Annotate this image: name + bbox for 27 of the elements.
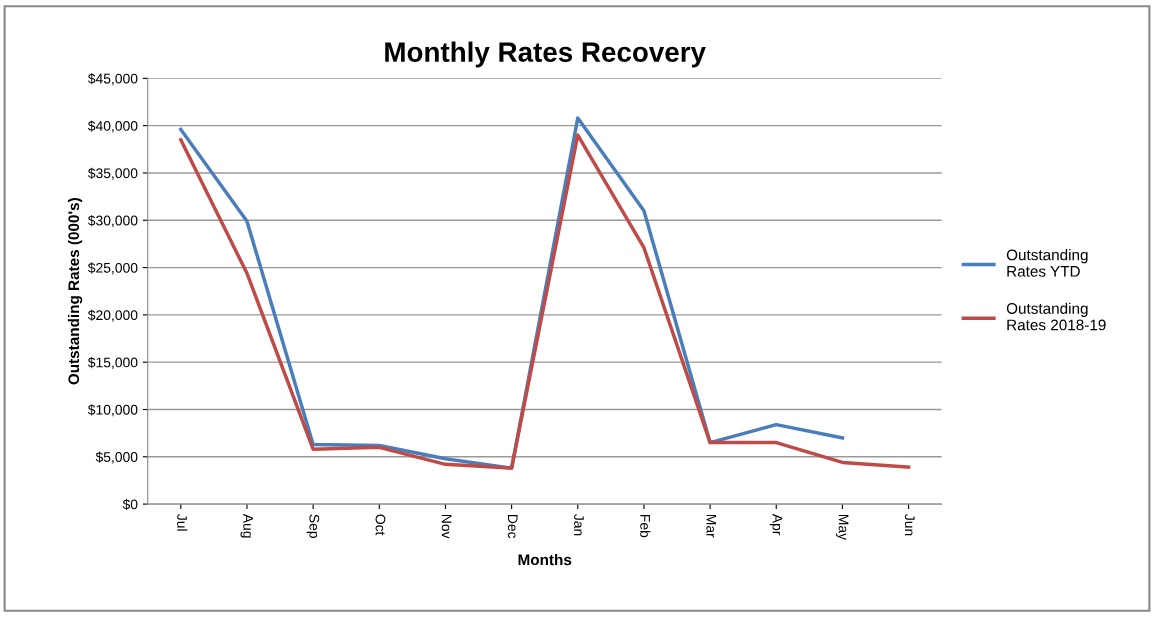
x-tick-label: Nov — [441, 514, 452, 539]
x-tick-label: Jun — [904, 514, 915, 536]
x-tick-label: Feb — [640, 514, 651, 538]
y-tick-label: $30,000 — [87, 215, 138, 228]
y-tick-label: $5,000 — [95, 451, 138, 464]
y-tick-label: $40,000 — [87, 120, 138, 133]
x-tick-label: Apr — [769, 513, 783, 536]
y-tick-label: $25,000 — [87, 262, 138, 275]
y-tick-label: $10,000 — [87, 404, 138, 417]
x-tick-label: Jan — [574, 514, 584, 536]
chart-title: Monthly Rates Recovery — [385, 41, 706, 68]
x-tick-label: Aug — [240, 513, 253, 538]
x-tick-label: Mar — [706, 514, 717, 538]
legend-label: Outstanding Rates 2018-19 — [1006, 302, 1106, 331]
y-tick-label: $45,000 — [87, 73, 138, 86]
x-tick-label: Oct — [375, 514, 386, 536]
x-tick-label: Dec — [507, 514, 518, 539]
x-tick-label: Jul — [177, 514, 188, 531]
x-tick-label: Sep — [306, 514, 320, 538]
legend-label: Outstanding Rates YTD — [1006, 249, 1088, 277]
y-tick-label: $35,000 — [87, 167, 138, 180]
x-tick-label: May — [835, 514, 849, 541]
y-tick-label: $20,000 — [87, 309, 138, 322]
y-tick-label: $15,000 — [87, 356, 138, 369]
y-axis-title: Outstanding Rates (000's) — [67, 198, 83, 385]
y-tick-label: $0 — [122, 498, 138, 511]
x-axis-title: Months — [518, 553, 572, 566]
